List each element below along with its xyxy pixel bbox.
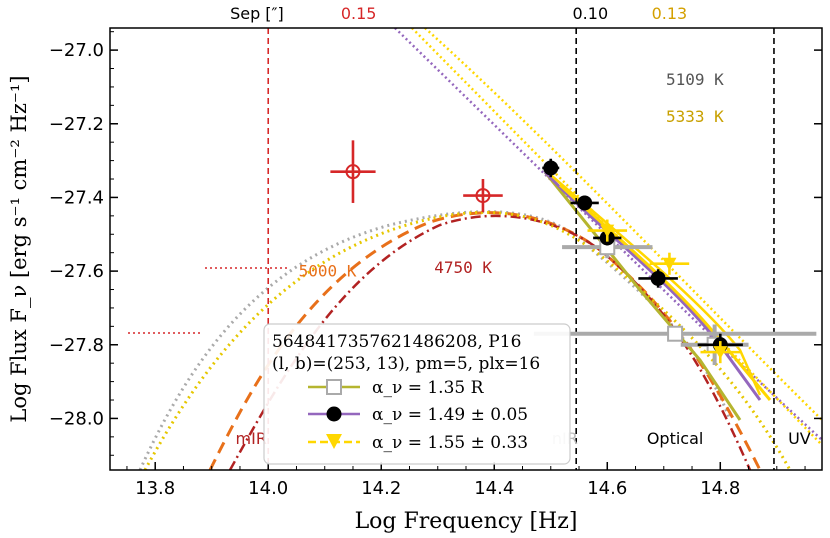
top-axis: Sep [″] 0.15 0.10 0.13 — [230, 4, 687, 23]
legend-entry-2: α_ν = 1.49 ± 0.05 — [372, 405, 528, 425]
data-points — [330, 140, 817, 366]
temperature-label: 5333 K — [666, 107, 724, 126]
temperature-label: 4750 K — [434, 258, 492, 277]
x-tick-label: 14.6 — [587, 478, 627, 499]
yellow-triangle-point — [713, 346, 728, 360]
legend-box — [263, 323, 571, 465]
y-tick-label: −27.8 — [49, 335, 104, 356]
temperature-label: 5109 K — [666, 70, 724, 89]
y-tick-label: −27.0 — [49, 40, 104, 61]
y-tick-label: −27.6 — [49, 261, 104, 282]
y-axis-label: Log Flux F_ν [erg s⁻¹ cm⁻² Hz⁻¹] — [7, 75, 31, 422]
yellow-triangle-point — [600, 224, 615, 238]
black-point — [650, 270, 666, 286]
fit-purple-solid — [543, 170, 762, 401]
sep-value-label: 0.13 — [652, 4, 688, 23]
legend-marker-triangle — [326, 434, 342, 449]
x-tick-label: 14.4 — [474, 478, 514, 499]
powerlaw-yellow-dotted — [411, 28, 822, 446]
sep-label: Sep [″] — [230, 4, 284, 23]
x-tick-label: 14.0 — [248, 478, 288, 499]
legend-marker-open-square — [326, 379, 342, 395]
mir-point — [475, 188, 491, 204]
x-tick-label: 13.8 — [135, 478, 175, 499]
y-ticks: −27.0 −27.2 −27.4 −27.6 −27.8 −28.0 — [49, 31, 822, 456]
legend-entry-1: α_ν = 1.35 R — [372, 378, 485, 398]
y-tick-label: −27.2 — [49, 114, 104, 135]
mir-point — [345, 164, 361, 180]
sep-value-label: 0.10 — [573, 4, 609, 23]
fit-olive-solid — [543, 171, 742, 421]
legend-entry-3: α_ν = 1.55 ± 0.33 — [372, 433, 528, 453]
black-point — [543, 160, 559, 176]
y-tick-label: −27.4 — [49, 187, 104, 208]
legend-title-line1: 5648417357621486208, P16 — [272, 332, 521, 352]
region-label: Optical — [647, 429, 704, 448]
region-label: UV — [788, 429, 811, 448]
legend-marker-filled-circle — [326, 406, 342, 422]
yellow-triangle-point — [662, 257, 677, 271]
powerlaw-purple-dotted — [394, 28, 822, 441]
curve-5333k-yellow-dotted — [143, 210, 792, 470]
legend-title-line2: (l, b)=(253, 13), pm=5, plx=16 — [272, 354, 540, 374]
temperature-label: 5000 K — [299, 262, 357, 281]
y-tick-label: −28.0 — [49, 408, 104, 429]
open-square-point — [667, 325, 684, 342]
black-point — [577, 195, 593, 211]
legend: 5648417357621486208, P16 (l, b)=(253, 13… — [263, 323, 571, 465]
x-ticks: 13.8 14.0 14.2 14.4 14.6 14.8 — [126, 462, 806, 499]
region-label: mIR — [236, 429, 267, 448]
x-axis-label: Log Frequency [Hz] — [355, 509, 578, 534]
x-tick-label: 14.2 — [361, 478, 401, 499]
fit-yellow-solid-2 — [544, 169, 762, 396]
x-tick-label: 14.8 — [700, 478, 740, 499]
sep-value-label: 0.15 — [341, 4, 377, 23]
